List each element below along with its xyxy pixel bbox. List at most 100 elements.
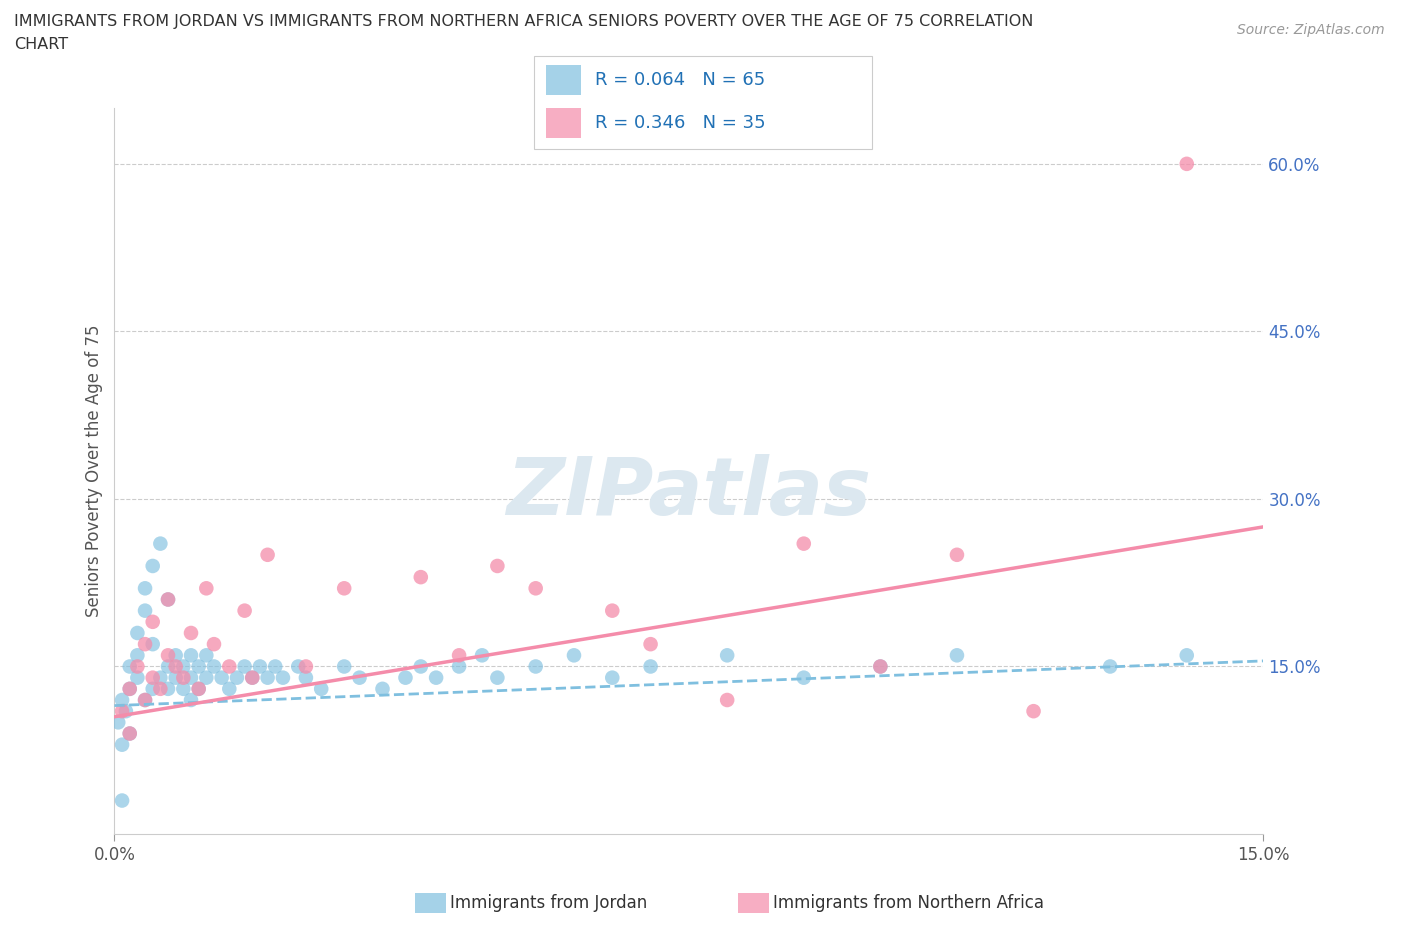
Point bbox=[195, 648, 218, 663]
Point bbox=[165, 659, 187, 674]
Point bbox=[309, 682, 332, 697]
Point bbox=[869, 659, 891, 674]
Text: Immigrants from Jordan: Immigrants from Jordan bbox=[450, 894, 647, 912]
Point bbox=[333, 659, 356, 674]
Point bbox=[142, 682, 165, 697]
Point bbox=[195, 671, 218, 685]
Point bbox=[127, 626, 149, 641]
Point bbox=[180, 693, 202, 708]
Point bbox=[115, 704, 138, 719]
Point bbox=[409, 659, 432, 674]
Point bbox=[394, 671, 416, 685]
Point bbox=[295, 659, 318, 674]
Point bbox=[134, 637, 156, 652]
Point bbox=[793, 537, 815, 551]
Point bbox=[127, 648, 149, 663]
Point bbox=[111, 737, 134, 752]
Text: ZIPatlas: ZIPatlas bbox=[506, 454, 872, 532]
Point bbox=[600, 671, 623, 685]
Point bbox=[157, 592, 180, 607]
Point bbox=[240, 671, 263, 685]
Point bbox=[249, 659, 271, 674]
Point bbox=[172, 671, 194, 685]
Point bbox=[471, 648, 494, 663]
Point bbox=[256, 548, 278, 563]
Text: R = 0.346   N = 35: R = 0.346 N = 35 bbox=[595, 113, 765, 132]
Point bbox=[256, 671, 278, 685]
Point bbox=[118, 726, 141, 741]
Point bbox=[142, 615, 165, 630]
Point bbox=[157, 682, 180, 697]
Point bbox=[233, 659, 256, 674]
Point bbox=[524, 581, 547, 596]
Point bbox=[180, 671, 202, 685]
Point bbox=[172, 682, 194, 697]
Point bbox=[111, 693, 134, 708]
Point bbox=[1175, 648, 1198, 663]
Point bbox=[486, 559, 509, 574]
Point bbox=[134, 693, 156, 708]
Point bbox=[172, 659, 194, 674]
Point bbox=[118, 682, 141, 697]
Point bbox=[142, 671, 165, 685]
Point bbox=[333, 581, 356, 596]
Point bbox=[111, 704, 134, 719]
Text: Immigrants from Northern Africa: Immigrants from Northern Africa bbox=[773, 894, 1045, 912]
Point bbox=[640, 659, 662, 674]
Point bbox=[1099, 659, 1122, 674]
Point bbox=[287, 659, 309, 674]
Point bbox=[793, 671, 815, 685]
Point bbox=[107, 715, 129, 730]
Point bbox=[180, 626, 202, 641]
Point bbox=[134, 604, 156, 618]
Point bbox=[425, 671, 447, 685]
Point bbox=[449, 648, 471, 663]
Point bbox=[127, 659, 149, 674]
Point bbox=[271, 671, 294, 685]
Point bbox=[218, 682, 240, 697]
Point bbox=[371, 682, 394, 697]
Text: Source: ZipAtlas.com: Source: ZipAtlas.com bbox=[1237, 23, 1385, 37]
Point bbox=[149, 682, 172, 697]
Point bbox=[264, 659, 287, 674]
Point bbox=[233, 604, 256, 618]
Point bbox=[187, 682, 209, 697]
Point bbox=[118, 726, 141, 741]
Point bbox=[157, 592, 180, 607]
Point bbox=[127, 671, 149, 685]
Text: R = 0.064   N = 65: R = 0.064 N = 65 bbox=[595, 71, 765, 89]
Point bbox=[869, 659, 891, 674]
Point bbox=[180, 648, 202, 663]
Point bbox=[716, 693, 738, 708]
Point bbox=[449, 659, 471, 674]
Point bbox=[195, 581, 218, 596]
Point bbox=[165, 671, 187, 685]
Point bbox=[202, 637, 225, 652]
Point bbox=[211, 671, 233, 685]
Text: CHART: CHART bbox=[14, 37, 67, 52]
Point bbox=[640, 637, 662, 652]
Point bbox=[202, 659, 225, 674]
Point bbox=[486, 671, 509, 685]
Point bbox=[600, 604, 623, 618]
Point bbox=[187, 682, 209, 697]
Point bbox=[187, 659, 209, 674]
Point bbox=[946, 548, 969, 563]
Point bbox=[142, 637, 165, 652]
Point bbox=[134, 693, 156, 708]
Point bbox=[142, 559, 165, 574]
Point bbox=[349, 671, 371, 685]
Point bbox=[118, 682, 141, 697]
Point bbox=[295, 671, 318, 685]
Point bbox=[1022, 704, 1045, 719]
Point bbox=[524, 659, 547, 674]
Point bbox=[409, 570, 432, 585]
Point bbox=[149, 671, 172, 685]
Point bbox=[562, 648, 585, 663]
Point bbox=[118, 659, 141, 674]
Point bbox=[218, 659, 240, 674]
Point bbox=[157, 648, 180, 663]
Point bbox=[165, 648, 187, 663]
Point bbox=[226, 671, 249, 685]
Text: IMMIGRANTS FROM JORDAN VS IMMIGRANTS FROM NORTHERN AFRICA SENIORS POVERTY OVER T: IMMIGRANTS FROM JORDAN VS IMMIGRANTS FRO… bbox=[14, 14, 1033, 29]
